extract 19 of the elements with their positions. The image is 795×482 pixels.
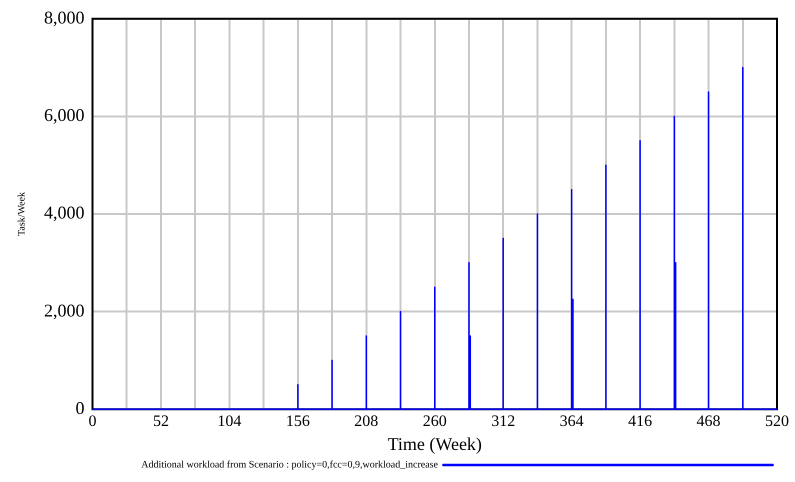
y-tick-label: 8,000 [44,8,84,28]
x-axis-title: Time (Week) [388,434,482,454]
x-tick-label: 468 [696,413,721,430]
x-tick-label: 260 [422,413,447,430]
x-tick-label: 156 [286,413,310,430]
y-axis-title: Task/Week [16,192,28,236]
x-tick-label: 312 [491,413,516,430]
y-tick-label: 4,000 [44,202,84,223]
y-tick-label: 6,000 [44,105,84,126]
x-tick-label: 0 [88,413,96,430]
y-tick-label: 0 [76,398,84,418]
x-tick-label: 416 [628,413,652,430]
text: Additional workload from Scenario : policy=0,fcc=0,9,workload_increase [141,460,439,471]
y-tick-label: 2,000 [44,300,84,320]
x-tick-label: 364 [560,413,584,430]
x-tick-label: 208 [354,413,378,430]
x-tick-label: 104 [217,413,242,430]
x-tick-label: 520 [765,413,789,430]
x-tick-label: 52 [152,413,169,430]
